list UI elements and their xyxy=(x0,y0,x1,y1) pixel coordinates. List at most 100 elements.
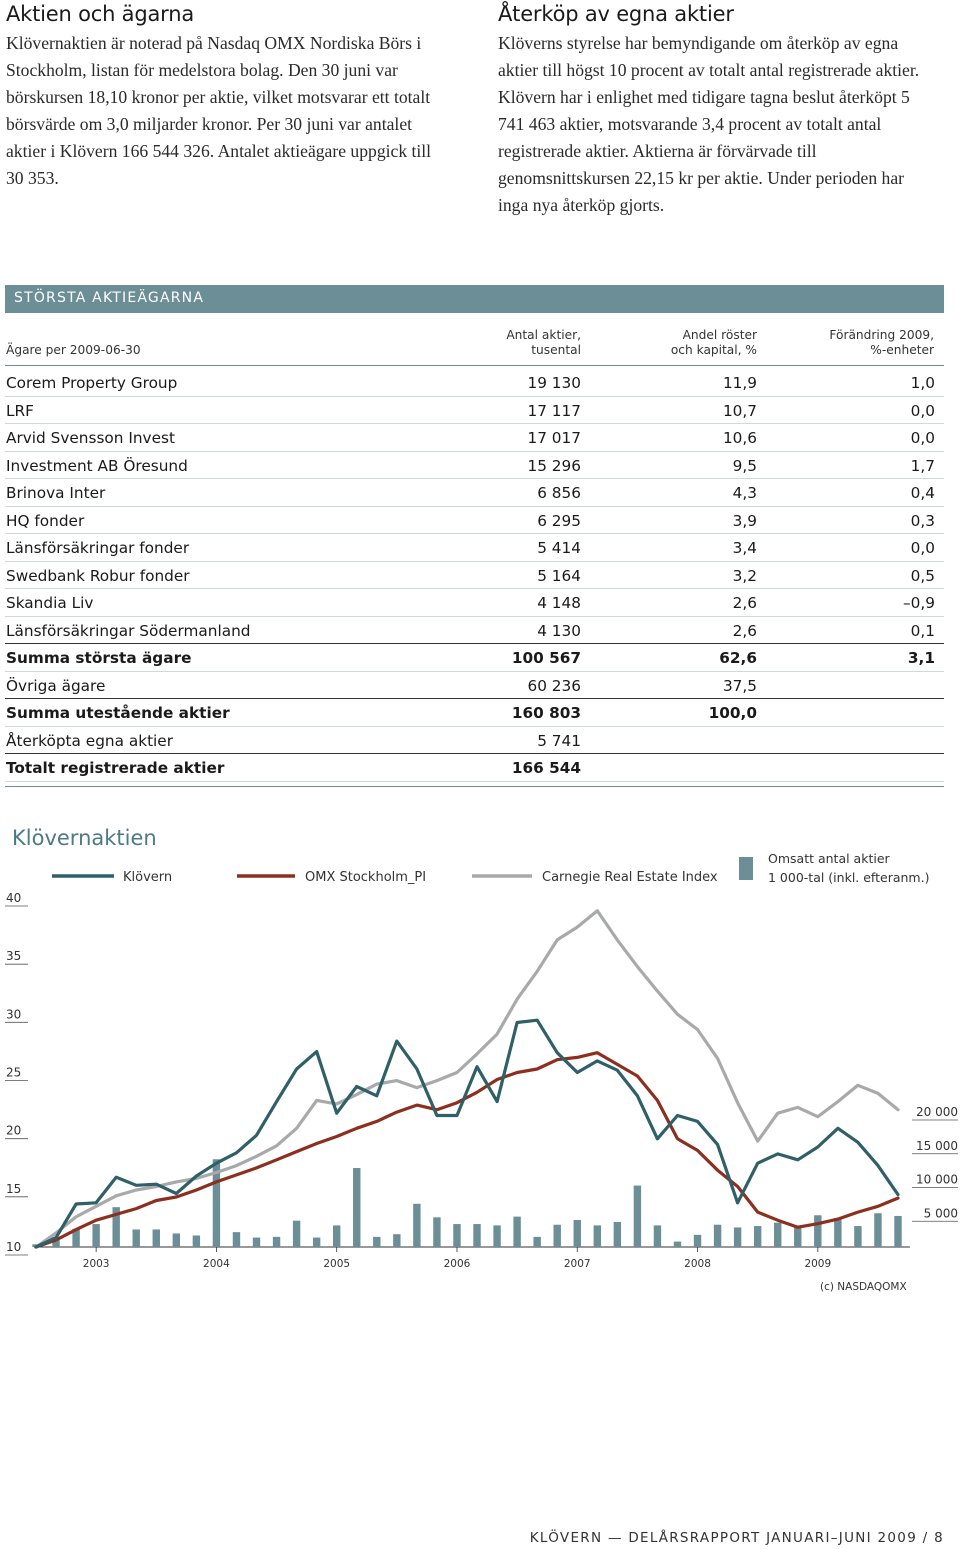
volume-bar xyxy=(433,1217,441,1247)
cell-owner: Övriga ägare xyxy=(6,676,106,695)
legend-label: Klövern xyxy=(123,870,172,885)
y-left-tick-label: 25 xyxy=(6,1066,21,1080)
cell-owner: Arvid Svensson Invest xyxy=(6,429,175,447)
section-body-shares: Klövernaktien är noterad på Nasdaq OMX N… xyxy=(6,33,432,188)
share-price-chart: 10 15 20 25 30 35 40 5 000 10 000 15 000 20 000 200… xyxy=(5,851,958,1293)
header-change: Förändring 2009, %-enheter xyxy=(829,328,934,358)
cell-shares: 60 236 xyxy=(527,676,581,695)
volume-bar xyxy=(653,1225,662,1247)
cell-percent: 3,4 xyxy=(732,539,757,557)
cell-percent: 9,5 xyxy=(732,456,757,475)
volume-bar xyxy=(713,1224,722,1247)
header-shares-line1: Antal aktier, xyxy=(506,328,581,342)
cell-change: 1,0 xyxy=(910,374,935,392)
cell-shares: 17 117 xyxy=(527,401,581,420)
cell-owner: Skandia Liv xyxy=(6,594,94,612)
y-left-tick-label: 35 xyxy=(6,949,21,963)
cell-owner: LRF xyxy=(6,401,34,420)
volume-bar xyxy=(834,1217,842,1247)
cell-percent: 2,6 xyxy=(732,621,757,640)
page-footer: KLÖVERN — DELÅRSRAPPORT JANUARI–JUNI 200… xyxy=(529,1530,944,1546)
cell-shares: 17 017 xyxy=(527,429,581,447)
header-shares: Antal aktier, tusental xyxy=(506,328,581,358)
cell-percent: 11,9 xyxy=(722,374,757,392)
volume-bar xyxy=(413,1203,421,1247)
volume-bar xyxy=(814,1215,822,1247)
table-row: HQ fonder 6 295 3,9 0,3 xyxy=(5,507,944,534)
volume-bar xyxy=(112,1207,120,1247)
volume-bar xyxy=(513,1216,521,1247)
table-bottom-divider xyxy=(5,786,944,787)
volume-bar xyxy=(292,1220,301,1247)
cell-percent: 2,6 xyxy=(732,594,757,612)
x-tick-label: 2003 xyxy=(83,1258,110,1270)
volume-bar xyxy=(272,1236,281,1247)
y-right-tick-label: 5 000 xyxy=(924,1206,958,1220)
cell-shares: 4 148 xyxy=(537,594,581,612)
volume-bar xyxy=(593,1225,602,1247)
legend-label: OMX Stockholm_PI xyxy=(305,870,426,885)
section-heading-buyback: Återköp av egna aktier xyxy=(498,2,734,26)
cell-shares: 19 130 xyxy=(527,374,581,392)
series-line xyxy=(34,1018,900,1249)
cell-shares: 5 741 xyxy=(537,731,581,750)
y-right-tick-label: 10 000 xyxy=(916,1173,958,1187)
cell-percent: 10,6 xyxy=(722,429,757,447)
cell-owner: Länsförsäkringar Södermanland xyxy=(6,621,251,640)
volume-bar xyxy=(152,1229,160,1247)
cell-percent: 10,7 xyxy=(722,401,757,420)
cell-owner: Länsförsäkringar fonder xyxy=(6,539,190,557)
table-banner: STÖRSTA AKTIEÄGARNA xyxy=(5,285,944,313)
table-row: Totalt registrerade aktier 166 544 xyxy=(5,754,944,782)
buyback-section: Återköp av egna aktier Klöverns styrelse… xyxy=(498,0,938,219)
volume-bar xyxy=(874,1213,882,1247)
cell-percent: 3,2 xyxy=(732,566,757,585)
cell-shares: 5 164 xyxy=(537,566,581,585)
volume-bar xyxy=(312,1237,321,1247)
volume-bar xyxy=(373,1236,381,1247)
cell-change: 0,3 xyxy=(910,511,935,530)
volume-bar xyxy=(172,1233,181,1247)
y-right-tick-label: 15 000 xyxy=(916,1139,958,1153)
table-banner-label: STÖRSTA AKTIEÄGARNA xyxy=(14,290,205,306)
section-heading-shares: Aktien och ägarna xyxy=(6,2,194,26)
volume-bar xyxy=(252,1237,261,1247)
volume-bar xyxy=(613,1222,622,1247)
volume-bar xyxy=(493,1225,501,1247)
legend-volume-swatch xyxy=(739,857,753,880)
cell-change: 0,4 xyxy=(910,484,935,502)
legend-volume-unit: 1 000-tal (inkl. efteranm.) xyxy=(768,870,929,885)
cell-owner: Investment AB Öresund xyxy=(6,456,188,475)
cell-owner: Totalt registrerade aktier xyxy=(6,759,225,777)
table-row: Övriga ägare 60 236 37,5 xyxy=(5,672,944,699)
y-left-tick-label: 40 xyxy=(6,891,21,905)
volume-bar xyxy=(132,1229,140,1247)
header-votes-line1: Andel röster xyxy=(682,328,757,342)
y-right-tick-label: 20 000 xyxy=(916,1105,958,1119)
volume-bar xyxy=(453,1224,461,1247)
series-line xyxy=(34,1051,900,1249)
volume-bar xyxy=(633,1185,642,1247)
cell-shares: 166 544 xyxy=(511,759,581,777)
header-change-line1: Förändring 2009, xyxy=(829,328,934,342)
header-owner: Ägare per 2009-06-30 xyxy=(6,343,141,357)
cell-change: 0,0 xyxy=(910,401,935,420)
volume-bar xyxy=(393,1234,401,1247)
cell-change: 3,1 xyxy=(907,649,935,667)
cell-shares: 5 414 xyxy=(537,539,581,557)
volume-bar xyxy=(92,1224,100,1247)
volume-bar xyxy=(794,1226,802,1247)
volume-bar xyxy=(533,1236,541,1247)
cell-shares: 4 130 xyxy=(537,621,581,640)
table-row: Summa utestående aktier 160 803 100,0 xyxy=(5,699,944,727)
cell-change: –0,9 xyxy=(903,594,935,612)
volume-bar xyxy=(894,1215,902,1247)
cell-owner: Corem Property Group xyxy=(6,374,178,392)
table-row: Arvid Svensson Invest 17 017 10,6 0,0 xyxy=(5,424,944,452)
cell-shares: 6 295 xyxy=(537,511,581,530)
cell-percent: 3,9 xyxy=(732,511,757,530)
table-row: Brinova Inter 6 856 4,3 0,4 xyxy=(5,479,944,507)
volume-bar xyxy=(192,1235,201,1247)
cell-change: 0,1 xyxy=(910,621,935,640)
legend-volume-label: Omsatt antal aktier xyxy=(768,851,891,866)
